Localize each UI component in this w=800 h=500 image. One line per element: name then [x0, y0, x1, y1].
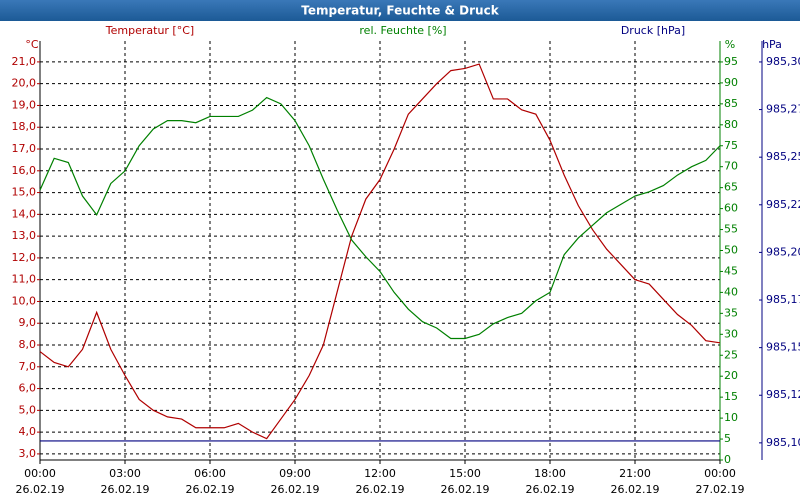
- series-line: [39, 63, 721, 440]
- y-tick-label: 21,0: [12, 55, 37, 68]
- y-tick-label: 10,0: [12, 294, 37, 307]
- x-tick-date: 26.02.19: [101, 483, 150, 496]
- y-tick-label: 60: [724, 202, 738, 215]
- y-tick-label: 9,0: [19, 316, 37, 329]
- x-tick-date: 26.02.19: [526, 483, 575, 496]
- y-tick-label: 985,27: [766, 103, 800, 116]
- y-tick-label: 20: [724, 369, 738, 382]
- x-tick-date: 26.02.19: [16, 483, 65, 496]
- y-tick-label: 15: [724, 390, 738, 403]
- y-tick-label: 35: [724, 306, 738, 319]
- y-tick-label: 65: [724, 181, 738, 194]
- y-tick-label: 25: [724, 348, 738, 361]
- y-tick-label: 18,0: [12, 120, 37, 133]
- axis-title: Temperatur [°C]: [105, 24, 194, 37]
- x-tick-date: 26.02.19: [186, 483, 235, 496]
- y-tick-label: 19,0: [12, 98, 37, 111]
- y-tick-label: 0: [724, 453, 731, 466]
- y-tick-label: 15,0: [12, 186, 37, 199]
- axis-unit: hPa: [762, 38, 782, 51]
- y-tick-label: 985,10: [766, 436, 800, 449]
- axis-unit: °C: [25, 38, 39, 51]
- series-line: [39, 96, 721, 340]
- x-tick-label: 12:00: [364, 467, 396, 480]
- axis-unit: %: [725, 38, 735, 51]
- y-tick-label: 75: [724, 139, 738, 152]
- y-tick-label: 5,0: [19, 403, 37, 416]
- y-tick-label: 55: [724, 223, 738, 236]
- y-tick-label: 13,0: [12, 229, 37, 242]
- y-tick-label: 985,20: [766, 245, 800, 258]
- x-tick-label: 09:00: [279, 467, 311, 480]
- y-tick-label: 80: [724, 118, 738, 131]
- y-tick-label: 6,0: [19, 382, 37, 395]
- y-tick-label: 985,25: [766, 150, 800, 163]
- y-tick-label: 20,0: [12, 77, 37, 90]
- y-tick-label: 5: [724, 432, 731, 445]
- y-tick-label: 12,0: [12, 251, 37, 264]
- x-tick-label: 18:00: [534, 467, 566, 480]
- y-tick-label: 70: [724, 160, 738, 173]
- axis-title: rel. Feuchte [%]: [359, 24, 446, 37]
- y-tick-label: 3,0: [19, 447, 37, 460]
- axis-title: Druck [hPa]: [621, 24, 685, 37]
- x-tick-date: 26.02.19: [356, 483, 405, 496]
- y-tick-label: 985,12: [766, 388, 800, 401]
- y-tick-label: 4,0: [19, 425, 37, 438]
- x-tick-date: 26.02.19: [441, 483, 490, 496]
- x-tick-label: 03:00: [109, 467, 141, 480]
- y-tick-label: 45: [724, 264, 738, 277]
- y-tick-label: 16,0: [12, 164, 37, 177]
- y-tick-label: 985,22: [766, 198, 800, 211]
- x-tick-label: 06:00: [194, 467, 226, 480]
- title-bar: [0, 0, 800, 21]
- y-tick-label: 95: [724, 55, 738, 68]
- x-tick-label: 21:00: [619, 467, 651, 480]
- y-tick-label: 17,0: [12, 142, 37, 155]
- y-tick-label: 985,15: [766, 341, 800, 354]
- y-tick-label: 14,0: [12, 207, 37, 220]
- y-tick-label: 50: [724, 244, 738, 257]
- y-tick-label: 90: [724, 76, 738, 89]
- y-tick-label: 40: [724, 285, 738, 298]
- y-tick-label: 985,30: [766, 55, 800, 68]
- x-tick-label: 15:00: [449, 467, 481, 480]
- y-tick-label: 7,0: [19, 360, 37, 373]
- y-tick-label: 30: [724, 327, 738, 340]
- chart-title: Temperatur, Feuchte & Druck: [301, 4, 499, 18]
- y-tick-label: 10: [724, 411, 738, 424]
- y-tick-label: 8,0: [19, 338, 37, 351]
- y-tick-label: 985,17: [766, 293, 800, 306]
- y-tick-label: 85: [724, 97, 738, 110]
- x-tick-label: 00:00: [704, 467, 736, 480]
- x-tick-label: 00:00: [24, 467, 56, 480]
- y-tick-label: 11,0: [12, 273, 37, 286]
- x-tick-date: 26.02.19: [271, 483, 320, 496]
- x-tick-date: 27.02.19: [696, 483, 745, 496]
- x-tick-date: 26.02.19: [611, 483, 660, 496]
